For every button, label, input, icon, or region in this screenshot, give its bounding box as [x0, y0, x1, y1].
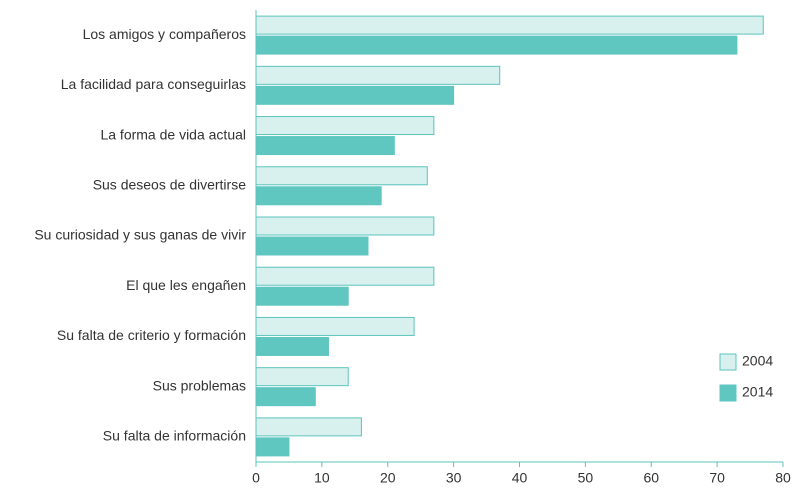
x-tick-label: 30	[446, 470, 462, 486]
bar	[255, 367, 349, 387]
y-tick-label: Sus problemas	[153, 377, 246, 393]
bar	[255, 186, 382, 206]
legend-label: 2004	[742, 353, 773, 369]
bar	[255, 236, 369, 256]
bar	[255, 387, 316, 407]
y-tick-label: Su falta de información	[103, 428, 246, 444]
bar	[255, 437, 290, 457]
y-tick-label: Su falta de criterio y formación	[57, 327, 246, 343]
bar	[255, 417, 362, 437]
x-tick-label: 70	[709, 470, 725, 486]
bar	[255, 316, 415, 336]
bar	[255, 336, 329, 356]
x-tick-label: 10	[314, 470, 330, 486]
x-tick-label: 50	[578, 470, 594, 486]
y-tick-label: Su curiosidad y sus ganas de vivir	[34, 227, 246, 243]
bar	[255, 286, 349, 306]
bar	[255, 15, 764, 35]
y-tick-label: El que les engañen	[126, 277, 246, 293]
bar	[255, 116, 435, 136]
bar	[255, 35, 738, 55]
x-tick-label: 40	[512, 470, 528, 486]
bar	[255, 216, 435, 236]
bar	[255, 65, 501, 85]
legend-label: 2014	[742, 384, 773, 400]
legend-swatch	[719, 353, 737, 371]
y-tick-label: La facilidad para conseguirlas	[61, 76, 246, 92]
x-tick-label: 0	[252, 470, 260, 486]
y-tick-label: Sus deseos de divertirse	[93, 176, 247, 192]
y-tick-label: La forma de vida actual	[100, 126, 246, 142]
x-tick-label: 20	[380, 470, 396, 486]
bar	[255, 85, 455, 105]
bar	[255, 166, 428, 186]
legend-swatch	[719, 384, 737, 402]
bar	[255, 266, 435, 286]
x-tick-label: 80	[775, 470, 791, 486]
y-tick-label: Los amigos y compañeros	[83, 26, 246, 42]
bar	[255, 136, 395, 156]
x-tick-label: 60	[643, 470, 659, 486]
